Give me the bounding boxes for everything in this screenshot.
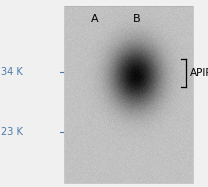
Text: B: B [132,14,140,24]
Text: 34 K: 34 K [1,67,23,77]
Text: APIP: APIP [190,68,208,78]
Text: A: A [91,14,98,24]
Bar [64,6,193,183]
Text: 23 K: 23 K [1,127,23,137]
